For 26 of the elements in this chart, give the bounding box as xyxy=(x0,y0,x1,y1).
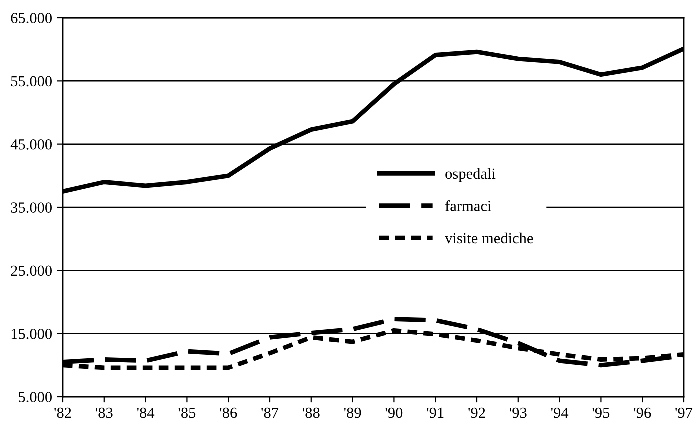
x-tick-label: '93 xyxy=(510,408,527,418)
y-tick-label: 15.000 xyxy=(12,328,52,340)
x-tick-label: '95 xyxy=(592,408,610,418)
y-tick-label: 55.000 xyxy=(11,76,52,87)
legend-label: farmaci xyxy=(446,200,492,212)
x-tick-label: '83 xyxy=(96,408,113,418)
x-tick-label: '82 xyxy=(54,408,72,418)
x-tick-label: '96 xyxy=(634,408,652,418)
x-tick-label: '84 xyxy=(137,408,155,418)
x-tick-label: '90 xyxy=(386,408,403,418)
y-tick-label: 45.000 xyxy=(10,139,52,150)
x-tick-label: '86 xyxy=(220,408,238,418)
y-tick-label: 35.000 xyxy=(11,202,52,214)
x-tick-label: '87 xyxy=(262,408,279,418)
legend-label: ospedali xyxy=(446,168,496,182)
y-tick-label: 65.000 xyxy=(11,13,52,24)
x-tick-label: '88 xyxy=(303,408,320,418)
x-tick-label: '91 xyxy=(427,408,444,418)
x-tick-label: '94 xyxy=(551,408,569,418)
y-tick-label: 25.000 xyxy=(11,266,52,276)
x-tick-label: '92 xyxy=(468,408,486,418)
x-tick-label: '97 xyxy=(676,408,693,418)
x-tick-label: '85 xyxy=(178,408,196,418)
y-tick-label: 5.000 xyxy=(19,392,52,403)
legend-label: visite mediche xyxy=(445,232,534,244)
x-tick-label: '89 xyxy=(344,408,362,418)
